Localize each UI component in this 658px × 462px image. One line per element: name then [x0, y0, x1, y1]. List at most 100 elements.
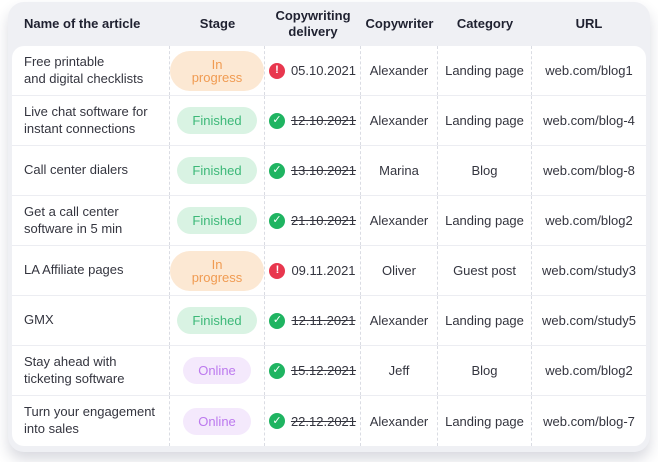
category-label: Landing page: [445, 413, 524, 429]
url-cell: web.com/blog2: [532, 346, 646, 395]
stage-badge: Finished: [177, 107, 257, 134]
table-body: Free printable and digital checklists In…: [12, 46, 646, 446]
copywriter-name: Alexander: [369, 213, 429, 228]
table-row: GMX Finished ✓ 12.11.2021 Alexander Land…: [12, 296, 646, 346]
article-name: Get a call center software in 5 min: [24, 203, 123, 236]
column-header-copywriting-delivery: Copywriting delivery: [275, 7, 351, 39]
delivery-cell: ! 09.11.2021: [265, 246, 361, 295]
delivery-date: 05.10.2021: [290, 63, 357, 78]
stage-cell: Finished: [170, 96, 265, 145]
article-name: Stay ahead with ticketing software: [24, 353, 125, 386]
delivery-cell: ✓ 22.12.2021: [265, 396, 361, 446]
delivery-date: 21.10.2021: [290, 213, 357, 228]
table-row: Stay ahead with ticketing software Onlin…: [12, 346, 646, 396]
column-header-category: Category: [456, 15, 514, 31]
article-name: Turn your engagement into sales: [24, 404, 156, 436]
stage-cell: Finished: [170, 296, 265, 345]
category-label: Landing page: [445, 113, 524, 128]
url-cell: web.com/blog1: [532, 46, 646, 95]
article-name: Call center dialers: [24, 162, 129, 178]
stage-badge: In progress: [170, 50, 264, 91]
article-name-cell: Stay ahead with ticketing software: [12, 346, 170, 395]
article-url[interactable]: web.com/blog2: [545, 363, 633, 378]
category-cell: Blog: [438, 346, 532, 395]
url-cell: web.com/study5: [532, 296, 646, 345]
stage-badge: Finished: [177, 207, 257, 234]
table-row: LA Affiliate pages In progress ! 09.11.2…: [12, 246, 646, 296]
article-url[interactable]: web.com/study3: [542, 263, 636, 278]
url-cell: web.com/blog-7: [532, 396, 646, 446]
check-circle-icon: ✓: [268, 212, 285, 229]
table-row: Call center dialers Finished ✓ 13.10.202…: [12, 146, 646, 196]
category-label: Landing page: [445, 63, 524, 78]
article-url[interactable]: web.com/blog-8: [543, 163, 635, 178]
delivery-date: 15.12.2021: [290, 363, 357, 378]
copywriter-cell: Alexander: [361, 296, 438, 345]
table-row: Free printable and digital checklists In…: [12, 46, 646, 96]
category-cell: Landing page: [438, 96, 532, 145]
category-cell: Guest post: [438, 246, 532, 295]
category-label: Landing page: [445, 313, 524, 328]
delivery-cell: ! 05.10.2021: [265, 46, 361, 95]
table-row: Turn your engagement into sales Online ✓…: [12, 396, 646, 446]
stage-badge: Online: [183, 357, 251, 384]
article-name: GMX: [24, 312, 54, 328]
article-name: Free printable and digital checklists: [24, 53, 144, 86]
delivery-cell: ✓ 12.11.2021: [265, 296, 361, 345]
article-url[interactable]: web.com/blog1: [545, 63, 633, 78]
alert-circle-icon: !: [269, 262, 286, 279]
article-url[interactable]: web.com/blog2: [545, 213, 633, 228]
table-row: Get a call center software in 5 min Fini…: [12, 196, 646, 246]
table-row: Live chat software for instant connectio…: [12, 96, 646, 146]
copywriter-name: Oliver: [382, 263, 416, 278]
article-url[interactable]: web.com/study5: [542, 313, 636, 328]
copywriter-cell: Marina: [361, 146, 438, 195]
category-cell: Landing page: [438, 296, 532, 345]
category-cell: Blog: [438, 146, 532, 195]
category-label: Blog: [471, 163, 498, 178]
article-name: Live chat software for instant connectio…: [24, 103, 148, 136]
article-name-cell: Free printable and digital checklists: [12, 46, 170, 95]
table-header: Name of the article Stage Copywriting de…: [8, 2, 650, 46]
category-cell: Landing page: [438, 46, 532, 95]
column-header-name: Name of the article: [24, 15, 141, 31]
column-header-stage: Stage: [199, 15, 236, 31]
url-cell: web.com/blog-4: [532, 96, 646, 145]
check-circle-icon: ✓: [269, 312, 286, 329]
article-name: LA Affiliate pages: [24, 262, 124, 278]
content-table-card: Name of the article Stage Copywriting de…: [8, 2, 650, 452]
url-cell: web.com/study3: [532, 246, 646, 295]
delivery-date: 09.11.2021: [291, 263, 356, 278]
stage-badge: Finished: [177, 157, 257, 184]
copywriter-name: Jeff: [388, 363, 410, 378]
stage-badge: Online: [183, 407, 251, 435]
category-label: Landing page: [445, 213, 524, 228]
copywriter-name: Alexander: [369, 413, 429, 429]
copywriter-cell: Oliver: [361, 246, 438, 295]
copywriter-cell: Alexander: [361, 396, 438, 446]
article-name-cell: Live chat software for instant connectio…: [12, 96, 170, 145]
article-name-cell: Turn your engagement into sales: [12, 396, 170, 446]
stage-badge: Finished: [177, 307, 257, 334]
article-url[interactable]: web.com/blog-7: [543, 413, 635, 429]
delivery-date: 22.12.2021: [290, 413, 357, 429]
category-label: Guest post: [453, 263, 516, 278]
copywriter-name: Alexander: [369, 63, 429, 78]
stage-cell: In progress: [170, 46, 265, 95]
url-cell: web.com/blog2: [532, 196, 646, 245]
stage-cell: Online: [170, 396, 265, 446]
category-label: Blog: [471, 363, 498, 378]
delivery-cell: ✓ 15.12.2021: [265, 346, 361, 395]
article-name-cell: LA Affiliate pages: [12, 246, 170, 295]
check-circle-icon: ✓: [268, 112, 285, 129]
column-header-url: URL: [575, 15, 603, 31]
copywriter-cell: Jeff: [361, 346, 438, 395]
article-url[interactable]: web.com/blog-4: [543, 113, 635, 128]
stage-cell: Finished: [170, 196, 265, 245]
alert-circle-icon: !: [268, 62, 285, 79]
copywriter-name: Alexander: [369, 113, 429, 128]
delivery-cell: ✓ 21.10.2021: [265, 196, 361, 245]
check-circle-icon: ✓: [268, 413, 285, 429]
url-cell: web.com/blog-8: [532, 146, 646, 195]
delivery-date: 12.10.2021: [290, 113, 357, 128]
